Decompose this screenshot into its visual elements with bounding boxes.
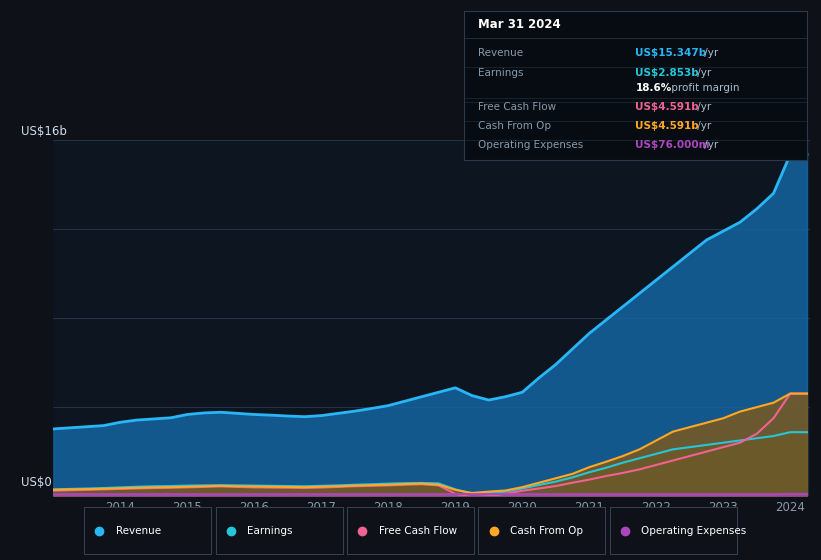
Text: 18.6%: 18.6% [635, 83, 672, 94]
Text: /yr: /yr [694, 121, 711, 131]
Text: /yr: /yr [694, 68, 711, 78]
Text: Free Cash Flow: Free Cash Flow [478, 102, 556, 112]
Text: Earnings: Earnings [478, 68, 523, 78]
Text: profit margin: profit margin [668, 83, 740, 94]
Text: Operating Expenses: Operating Expenses [478, 140, 583, 150]
Text: Cash From Op: Cash From Op [478, 121, 551, 131]
Text: Cash From Op: Cash From Op [510, 526, 583, 535]
Text: Revenue: Revenue [116, 526, 161, 535]
Text: US$16b: US$16b [21, 125, 67, 138]
Text: US$4.591b: US$4.591b [635, 102, 699, 112]
Text: /yr: /yr [700, 48, 718, 58]
Text: US$4.591b: US$4.591b [635, 121, 699, 131]
Text: US$15.347b: US$15.347b [635, 48, 707, 58]
Text: US$2.853b: US$2.853b [635, 68, 699, 78]
Text: Mar 31 2024: Mar 31 2024 [478, 18, 561, 31]
Text: Operating Expenses: Operating Expenses [641, 526, 746, 535]
Text: Free Cash Flow: Free Cash Flow [378, 526, 456, 535]
Text: /yr: /yr [694, 102, 711, 112]
Text: US$76.000m: US$76.000m [635, 140, 710, 150]
Text: /yr: /yr [700, 140, 718, 150]
Text: Earnings: Earnings [247, 526, 293, 535]
Text: US$0: US$0 [21, 476, 51, 489]
Text: Revenue: Revenue [478, 48, 523, 58]
